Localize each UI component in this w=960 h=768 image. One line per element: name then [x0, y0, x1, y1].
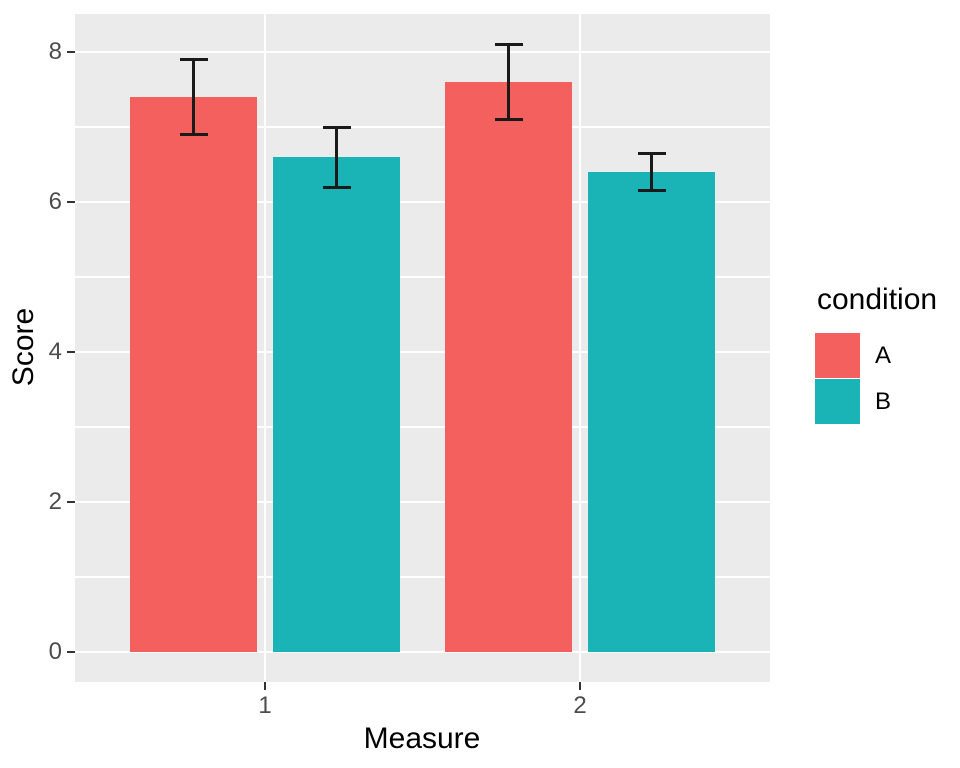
bar-A-measure-2	[445, 82, 572, 652]
error-bar-cap-high-A-2	[494, 43, 523, 46]
error-bar-line-A-2	[507, 44, 510, 120]
legend-label-B: B	[875, 387, 892, 415]
error-bar-cap-high-A-1	[179, 58, 208, 61]
x-tick-mark	[264, 682, 266, 690]
error-bar-cap-high-B-1	[322, 125, 351, 129]
legend-item-B: B	[815, 379, 937, 424]
y-tick-mark	[67, 351, 75, 353]
error-bar-cap-low-B-1	[322, 185, 351, 189]
y-tick-mark	[67, 651, 75, 653]
y-major-gridline	[75, 500, 770, 504]
bar-B-measure-2	[588, 172, 715, 652]
error-bar-cap-low-B-2	[637, 189, 666, 193]
y-major-gridline	[75, 350, 770, 354]
legend-label-A: A	[875, 341, 892, 369]
bar-A-measure-1	[130, 97, 257, 652]
error-bar-line-B-2	[650, 153, 653, 191]
y-tick-label: 4	[48, 338, 62, 365]
y-major-gridline	[75, 200, 770, 204]
error-bar-cap-low-A-2	[494, 118, 523, 121]
plot-panel	[75, 14, 770, 682]
x-tick-label: 2	[573, 692, 587, 719]
y-minor-gridline	[75, 276, 770, 278]
y-axis-title: Score	[7, 307, 40, 387]
legend-swatch-A	[815, 333, 860, 378]
y-minor-gridline	[75, 576, 770, 578]
bar-B-measure-1	[273, 157, 400, 652]
x-axis-title: Measure	[363, 722, 481, 755]
error-bar-line-B-1	[335, 127, 338, 187]
y-major-gridline	[75, 50, 770, 54]
y-tick-label: 8	[48, 38, 62, 65]
y-tick-label: 0	[48, 638, 62, 665]
error-bar-cap-high-B-2	[637, 151, 666, 155]
error-bar-line-A-1	[192, 59, 195, 135]
y-tick-label: 6	[48, 188, 62, 215]
error-bar-cap-low-A-1	[179, 133, 208, 136]
y-tick-mark	[67, 51, 75, 53]
y-tick-label: 2	[48, 488, 62, 515]
y-minor-gridline	[75, 426, 770, 428]
legend-item-A: A	[815, 333, 937, 378]
x-major-gridline	[578, 14, 582, 682]
y-tick-mark	[67, 201, 75, 203]
x-major-gridline	[263, 14, 267, 682]
x-tick-mark	[579, 682, 581, 690]
x-tick-label: 1	[258, 692, 272, 719]
y-major-gridline	[75, 650, 770, 654]
legend-title: condition	[817, 283, 938, 316]
y-minor-gridline	[75, 126, 770, 128]
y-tick-mark	[67, 501, 75, 503]
legend-swatch-B	[815, 379, 860, 424]
